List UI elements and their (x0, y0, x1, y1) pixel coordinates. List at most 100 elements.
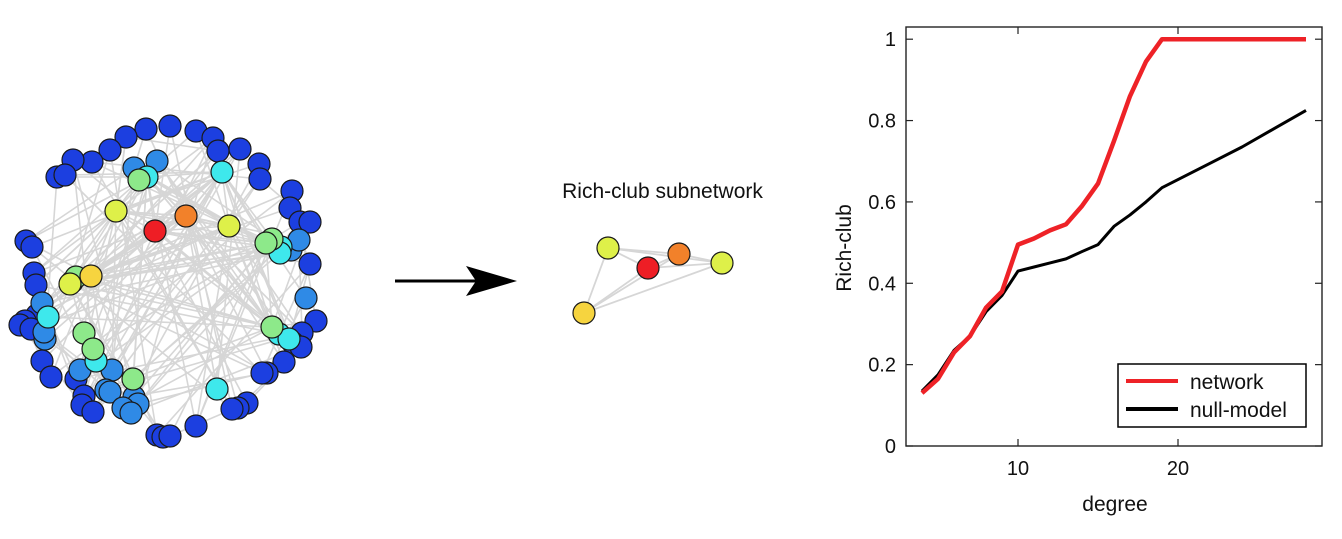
subnetwork-title: Rich-club subnetwork (562, 180, 763, 203)
rich-club-edge (583, 253, 680, 314)
network-edge (71, 252, 281, 283)
network-node (248, 167, 272, 191)
rich-club-edge (647, 262, 723, 269)
network-edge (35, 210, 117, 286)
network-node (81, 337, 105, 361)
rich-club-node (572, 301, 596, 325)
network-edge (90, 176, 148, 277)
network-edge (75, 242, 267, 380)
full-network-graph (8, 114, 328, 449)
network-edge (111, 210, 117, 371)
y-axis-label: Rich-club (833, 204, 856, 292)
network-edge (185, 215, 218, 390)
network-edge (69, 283, 273, 328)
network-edge (154, 230, 248, 404)
network-node (250, 361, 274, 385)
network-edge (146, 176, 273, 328)
network-node (272, 350, 296, 374)
y-tick-label: 1 (885, 29, 896, 51)
network-node (104, 199, 128, 223)
rich-club-node (596, 236, 620, 260)
full-network-nodes (8, 114, 328, 449)
network-node (206, 139, 230, 163)
network-node (134, 117, 158, 141)
network-edge (90, 275, 273, 328)
network-node (98, 138, 122, 162)
network-edge (115, 210, 230, 227)
rich-club-chart: 0 0.2 0.4 0.6 0.8 1 10 20 degree Rich-club netw… (833, 26, 1323, 516)
rich-club-subnetwork-graph (572, 236, 734, 325)
network-node (217, 214, 241, 238)
network-edge (221, 171, 290, 340)
network-node (260, 315, 284, 339)
network-edge (154, 230, 267, 244)
x-tick-label: 20 (1167, 458, 1189, 480)
network-edge (115, 136, 127, 212)
x-tick-label: 10 (1007, 458, 1029, 480)
network-node (210, 160, 234, 184)
network-edge (115, 171, 223, 212)
rich-club-nodes (572, 236, 734, 325)
network-node (36, 305, 60, 329)
network-node (79, 264, 103, 288)
rich-club-node (667, 242, 691, 266)
network-node (184, 414, 208, 438)
network-edge (69, 242, 267, 285)
y-tick-label: 0.6 (868, 192, 896, 214)
network-edge (185, 215, 273, 328)
network-edge (146, 176, 267, 244)
network-node (254, 231, 278, 255)
network-node (121, 367, 145, 391)
network-edge (228, 225, 303, 334)
y-tick-label: 0.2 (868, 355, 896, 377)
network-edge (185, 215, 268, 374)
arrow-head (466, 266, 517, 296)
series-line-null-model (920, 109, 1307, 393)
chart-legend: network null-model (1117, 363, 1307, 428)
network-node (143, 219, 167, 243)
network-node (174, 204, 198, 228)
rich-club-edge (583, 262, 723, 314)
network-edge (25, 167, 135, 242)
network-node (127, 168, 151, 192)
plot-frame (905, 26, 1323, 447)
network-node (158, 424, 182, 448)
network-node (294, 286, 318, 310)
network-edge (221, 171, 267, 244)
network-node (39, 365, 63, 389)
network-edge (122, 326, 273, 409)
network-edge (133, 238, 273, 398)
y-tick-label: 0.4 (868, 273, 896, 295)
series-line-network (920, 36, 1306, 395)
rich-club-node (636, 256, 660, 280)
legend-box (1117, 363, 1307, 428)
network-node (119, 401, 143, 425)
network-edge (261, 263, 311, 374)
network-node (298, 252, 322, 276)
network-node (20, 235, 44, 259)
network-edge (146, 171, 223, 178)
legend-label-network: network (1190, 371, 1264, 394)
legend-label-null-model: null-model (1190, 399, 1287, 422)
network-edge (156, 263, 311, 436)
network-edge (265, 242, 273, 328)
network-edge (216, 148, 241, 390)
network-edge (228, 225, 273, 328)
network-edge (115, 210, 267, 244)
network-node (53, 163, 77, 187)
network-edge (221, 171, 273, 328)
network-edge (195, 225, 230, 427)
rich-club-edge (607, 247, 723, 264)
rich-club-node (710, 251, 734, 275)
network-node (298, 210, 322, 234)
chart-tick-labels: 0 0.2 0.4 0.6 0.8 1 10 20 (868, 29, 1189, 480)
network-edge (111, 167, 135, 371)
network-edge (132, 176, 148, 380)
network-node (228, 137, 252, 161)
network-edge (221, 171, 273, 240)
network-edge (83, 332, 303, 397)
y-tick-label: 0.8 (868, 111, 896, 133)
network-edge (92, 242, 267, 350)
y-tick-label: 0 (885, 436, 896, 458)
